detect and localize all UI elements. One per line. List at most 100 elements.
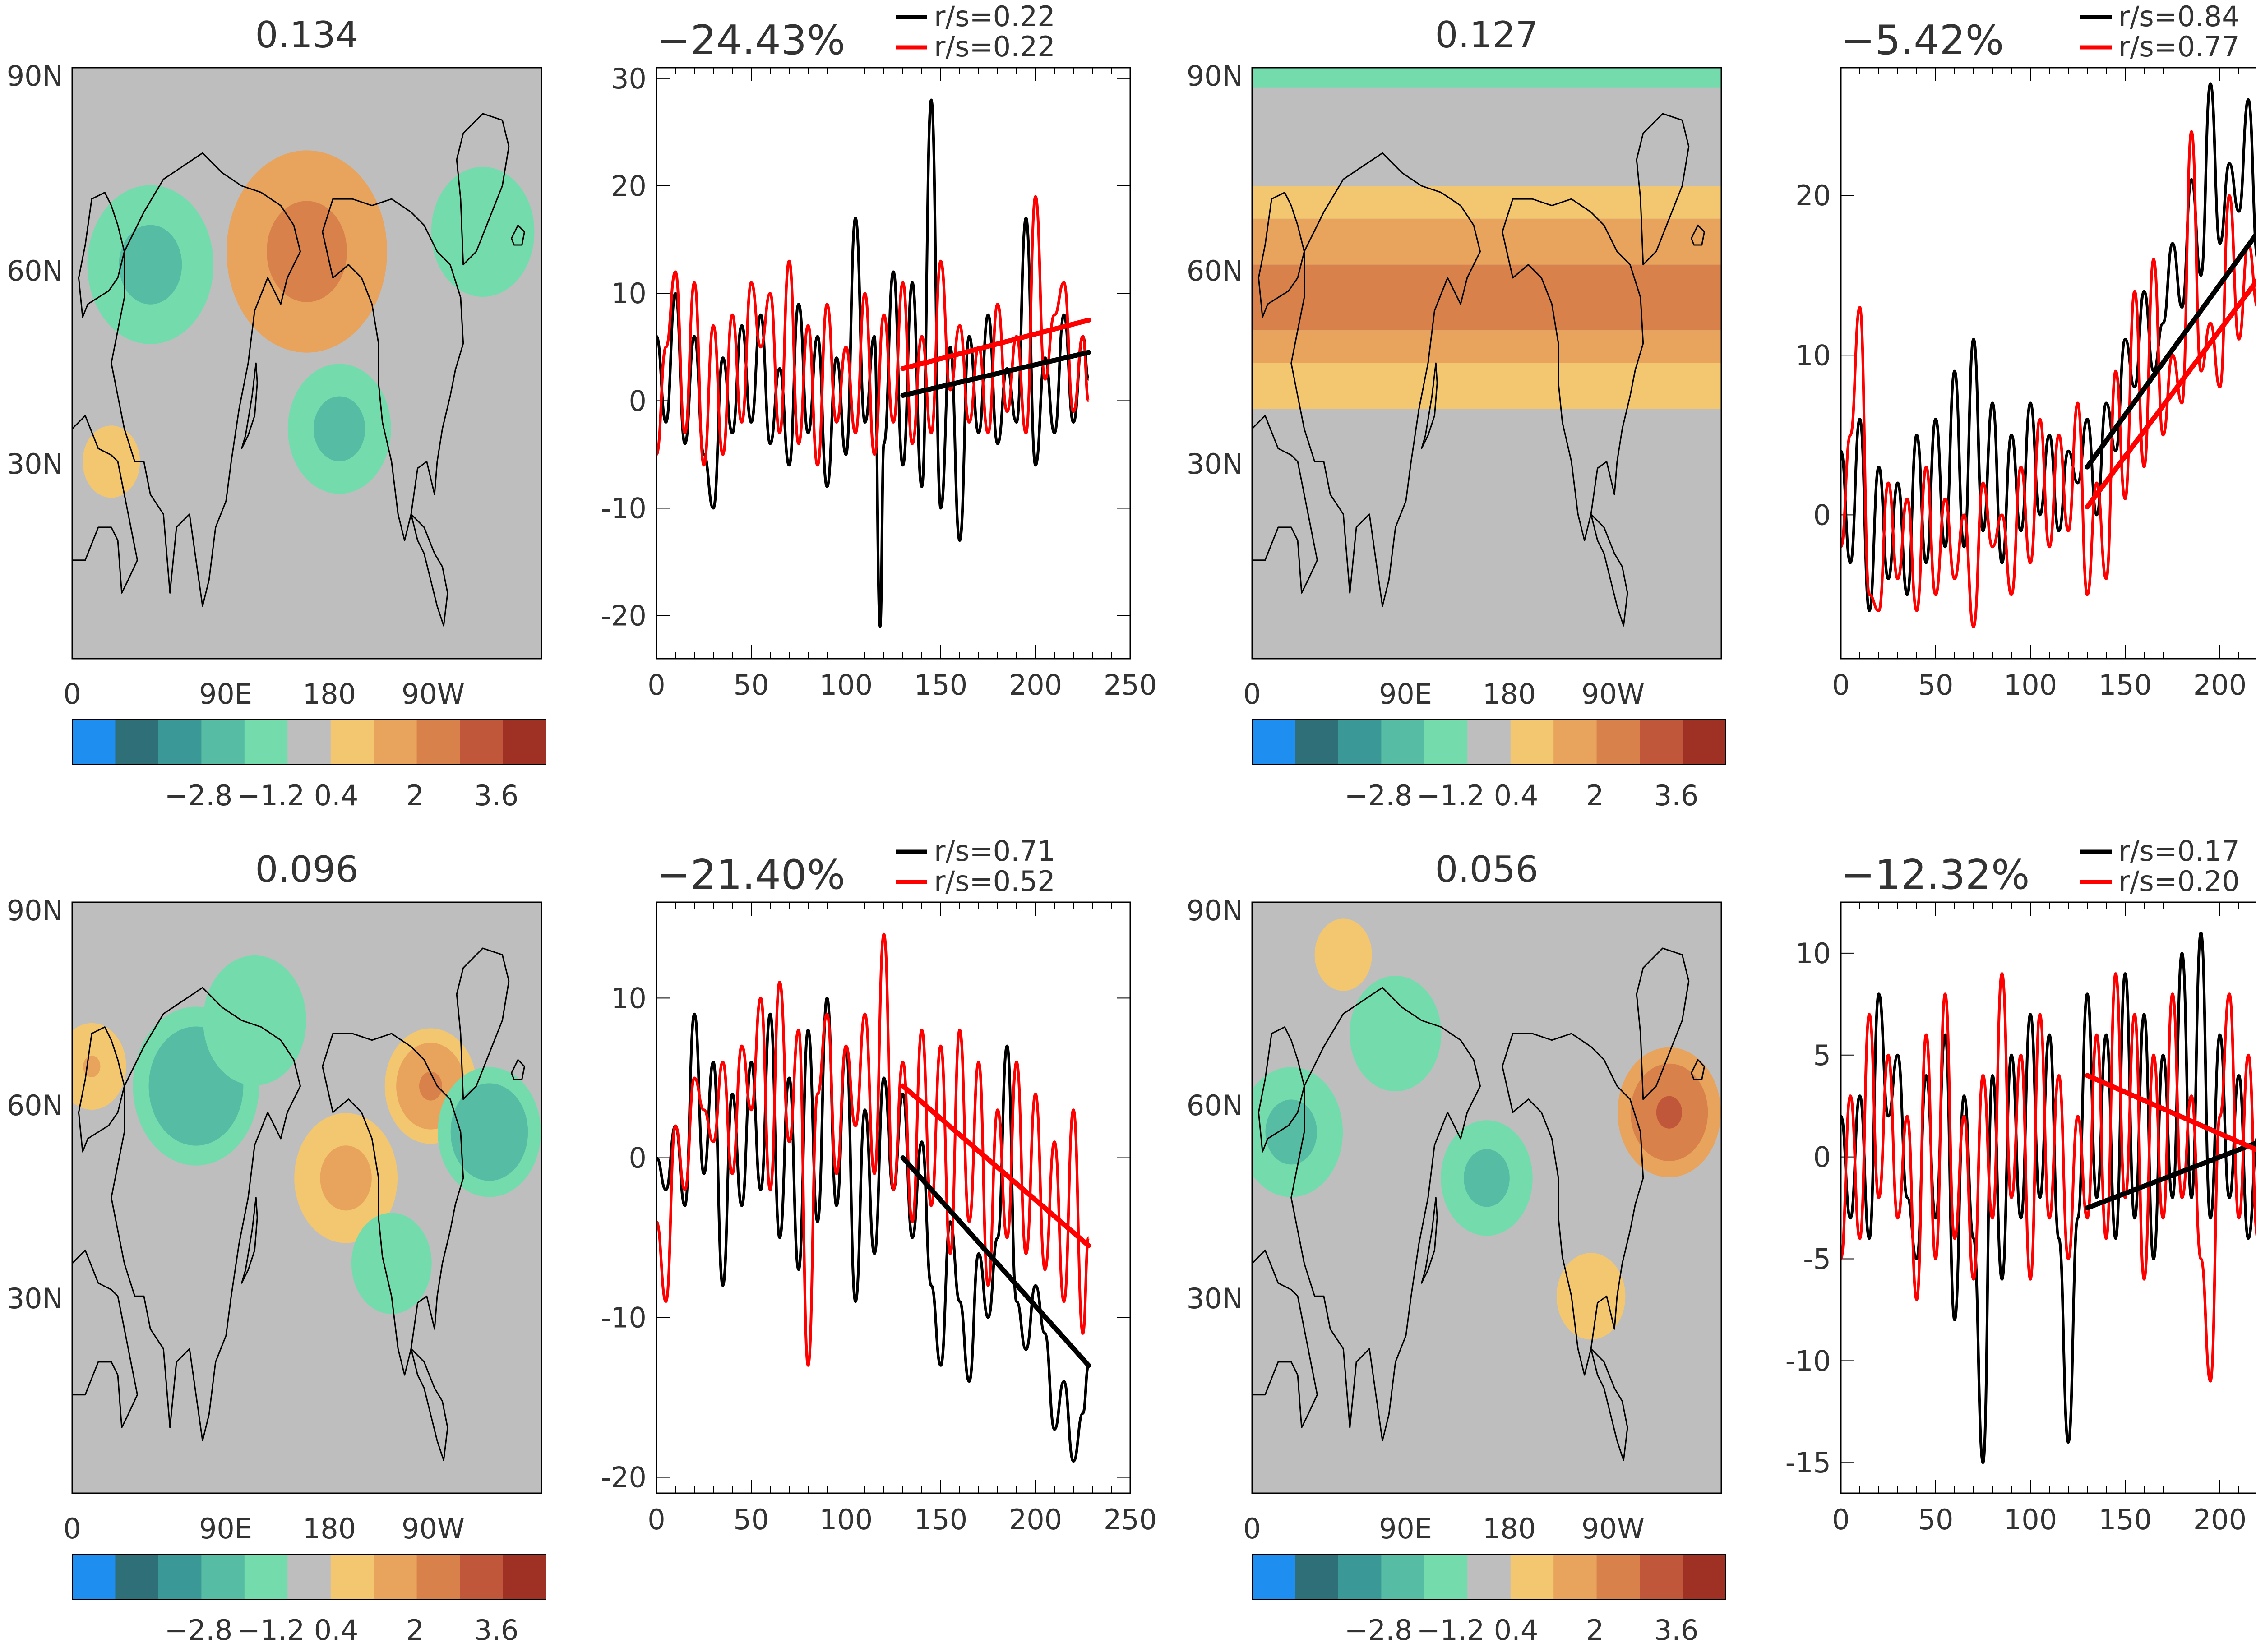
anomaly-shapes (83, 150, 535, 498)
anomaly-band (1252, 68, 1721, 88)
lon-label-0: 0 (1243, 1512, 1261, 1545)
series-line-red (1840, 130, 2256, 628)
colorbar-tick: 3.6 (474, 1614, 519, 1647)
x-tick-label: 150 (2099, 669, 2152, 701)
legend: r/s=0.17 r/s=0.20 (2080, 835, 2240, 898)
lat-label-60n: 60N (7, 1089, 63, 1122)
lat-label-60n: 60N (1187, 1089, 1243, 1122)
lon-label-90e: 90E (1379, 678, 1432, 711)
colorbar-cell (158, 1554, 202, 1599)
y-tick-label: 20 (1795, 179, 1831, 212)
colorbar-cell (1295, 1554, 1339, 1599)
coastline (1691, 224, 1705, 246)
anomaly-field (72, 902, 541, 1493)
map-frame (1251, 901, 1722, 1494)
y-tick-label: 20 (611, 170, 647, 203)
coastline (511, 224, 525, 246)
coastline (1421, 362, 1438, 449)
plot-area: 0 50 100 150 200 250 -20 -10 0 10 (601, 901, 1157, 1536)
y-tick-label: -10 (601, 492, 647, 525)
colorbar-cell (1252, 720, 1295, 765)
legend-label-red: r/s=0.52 (934, 865, 1055, 898)
y-tick-label: -20 (601, 1461, 647, 1494)
positive-anomaly (333, 1162, 359, 1195)
colorbar-tick: −1.2 (1417, 779, 1485, 812)
colorbar-tick: 2 (1586, 779, 1604, 812)
coastline (410, 513, 448, 627)
coastline (1252, 1249, 1318, 1428)
colorbar-cell (1596, 720, 1640, 765)
y-tick-label: -10 (601, 1301, 647, 1334)
x-tick-label: 50 (1918, 1503, 1954, 1536)
series-line-black (656, 997, 1090, 1463)
anomaly-band (1252, 264, 1721, 331)
coastline (1502, 1033, 1644, 1376)
colorbar-cell (1252, 1554, 1295, 1599)
map-title: 0.056 (1435, 849, 1538, 891)
colorbar: −2.8 −1.2 0.4 2 3.6 (72, 719, 546, 812)
lat-label-90n: 90N (1187, 60, 1243, 92)
percent-title: −5.42% (1841, 17, 2004, 64)
coastline (72, 415, 138, 594)
y-tick-label: 10 (611, 277, 647, 310)
colorbar-cell (201, 720, 245, 765)
coastline (241, 1197, 258, 1284)
anomaly-field (1252, 902, 1721, 1493)
colorbar-cell (1381, 720, 1425, 765)
coastline (456, 113, 510, 266)
coastline-group (1252, 113, 1705, 627)
plot-area: 05010015020025001020 (1795, 67, 2256, 701)
x-tick-label: 200 (1009, 669, 1062, 701)
lat-label-30n: 30N (1187, 448, 1243, 480)
y-tick-label: -10 (1785, 1344, 1831, 1377)
negative-anomaly (476, 1116, 503, 1149)
map-panel-3: 0.096 90N 60N 30N 0 90E 180 90W −2.8 −1.… (7, 849, 546, 1647)
percent-title: −24.43% (656, 17, 846, 64)
lon-label-90w: 90W (402, 678, 465, 711)
colorbar-tick: −2.8 (1345, 779, 1413, 812)
negative-anomaly (470, 215, 496, 248)
lat-label-90n: 90N (1187, 894, 1243, 927)
colorbar-cell (1424, 1554, 1468, 1599)
colorbar-cells (1252, 720, 1726, 765)
colorbar-cell (1596, 1554, 1640, 1599)
colorbar-tick: −2.8 (1345, 1614, 1413, 1647)
negative-anomaly (241, 1004, 268, 1037)
colorbar-cell (1467, 1554, 1511, 1599)
map-frame (1251, 67, 1722, 660)
legend-label-red: r/s=0.77 (2118, 30, 2240, 63)
x-tick-label: 50 (734, 669, 769, 701)
lon-label-180: 180 (303, 1512, 356, 1545)
lon-label-180: 180 (1483, 678, 1536, 711)
trend-line-red (900, 318, 1091, 371)
y-tick-label: 5 (1813, 1039, 1831, 1072)
x-tick-label: 50 (734, 1503, 769, 1536)
coastline (322, 1033, 464, 1376)
colorbar-cell (416, 1554, 460, 1599)
colorbar-tick: 3.6 (1654, 1614, 1699, 1647)
negative-anomaly (1475, 1163, 1498, 1193)
negative-anomaly (134, 245, 166, 285)
colorbar-cell (330, 720, 374, 765)
legend-label-black: r/s=0.71 (934, 835, 1055, 868)
x-tick-label: 100 (2004, 669, 2057, 701)
legend: r/s=0.71 r/s=0.52 (896, 835, 1055, 898)
legend-label-red: r/s=0.20 (2118, 865, 2240, 898)
x-tick-label: 0 (1832, 1503, 1849, 1536)
percent-title: −21.40% (656, 851, 846, 899)
colorbar-tick: 2 (406, 779, 424, 812)
lat-label-90n: 90N (7, 60, 63, 92)
colorbar-cell (72, 720, 116, 765)
colorbar: −2.8 −1.2 0.4 2 3.6 (1252, 1554, 1726, 1647)
coastline (1590, 513, 1628, 627)
colorbar-cells (1252, 1554, 1726, 1599)
coastline (1590, 1348, 1628, 1461)
colorbar-tick: 2 (1586, 1614, 1604, 1647)
colorbar-cell (1424, 720, 1468, 765)
lat-label-60n: 60N (7, 254, 63, 287)
anomaly-band (1252, 363, 1721, 409)
y-tick-label: 10 (1795, 339, 1831, 372)
trend-line-black (900, 1155, 1091, 1368)
coastlines (1252, 947, 1705, 1461)
